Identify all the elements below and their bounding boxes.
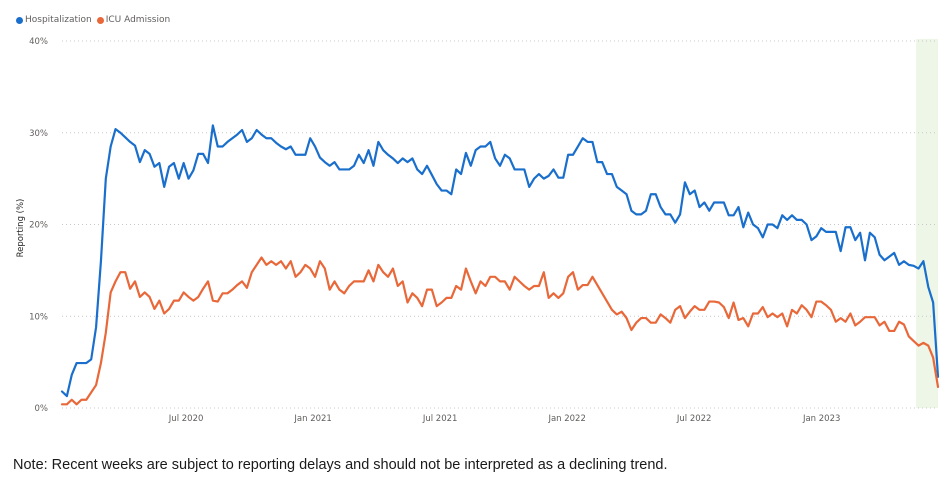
y-axis-label: Reporting (%) [16,199,26,258]
y-tick-label: 0% [35,404,49,414]
legend-item-icu-admission[interactable]: ICU Admission [96,15,171,25]
line-chart: 0% 10% 20% 30% 40% Jul 2020 Jan 2021 Jul 2021 J… [16,37,940,424]
y-tick-label: 40% [29,37,48,47]
series-line-icu-admission[interactable] [60,256,940,406]
legend-dot-hospitalization-icon [16,16,23,24]
y-tick-label: 30% [29,129,48,139]
x-tick-label: Jul 2022 [676,414,712,424]
legend-item-hospitalization[interactable]: Hospitalization [16,15,92,25]
x-tick-label: Jan 2021 [293,414,331,424]
y-tick-label: 20% [29,221,48,231]
y-tick-label: 10% [29,312,48,322]
recent-weeks-highlight-band [916,39,938,408]
legend-label-hospitalization: Hospitalization [25,15,92,25]
series-line-hospitalization[interactable] [60,124,940,398]
x-tick-label: Jan 2022 [547,414,585,424]
x-tick-label: Jul 2021 [422,414,458,424]
legend-dot-icu-admission-icon [96,16,104,24]
chart-legend: Hospitalization ICU Admission [16,15,170,25]
x-tick-label: Jul 2020 [168,414,204,424]
footnote: Note: Recent weeks are subject to report… [13,457,668,473]
x-tick-label: Jan 2023 [802,414,840,424]
series-points-hospitalization [61,124,939,397]
series-points-icu-admission [61,256,939,405]
legend-label-icu-admission: ICU Admission [105,15,171,25]
